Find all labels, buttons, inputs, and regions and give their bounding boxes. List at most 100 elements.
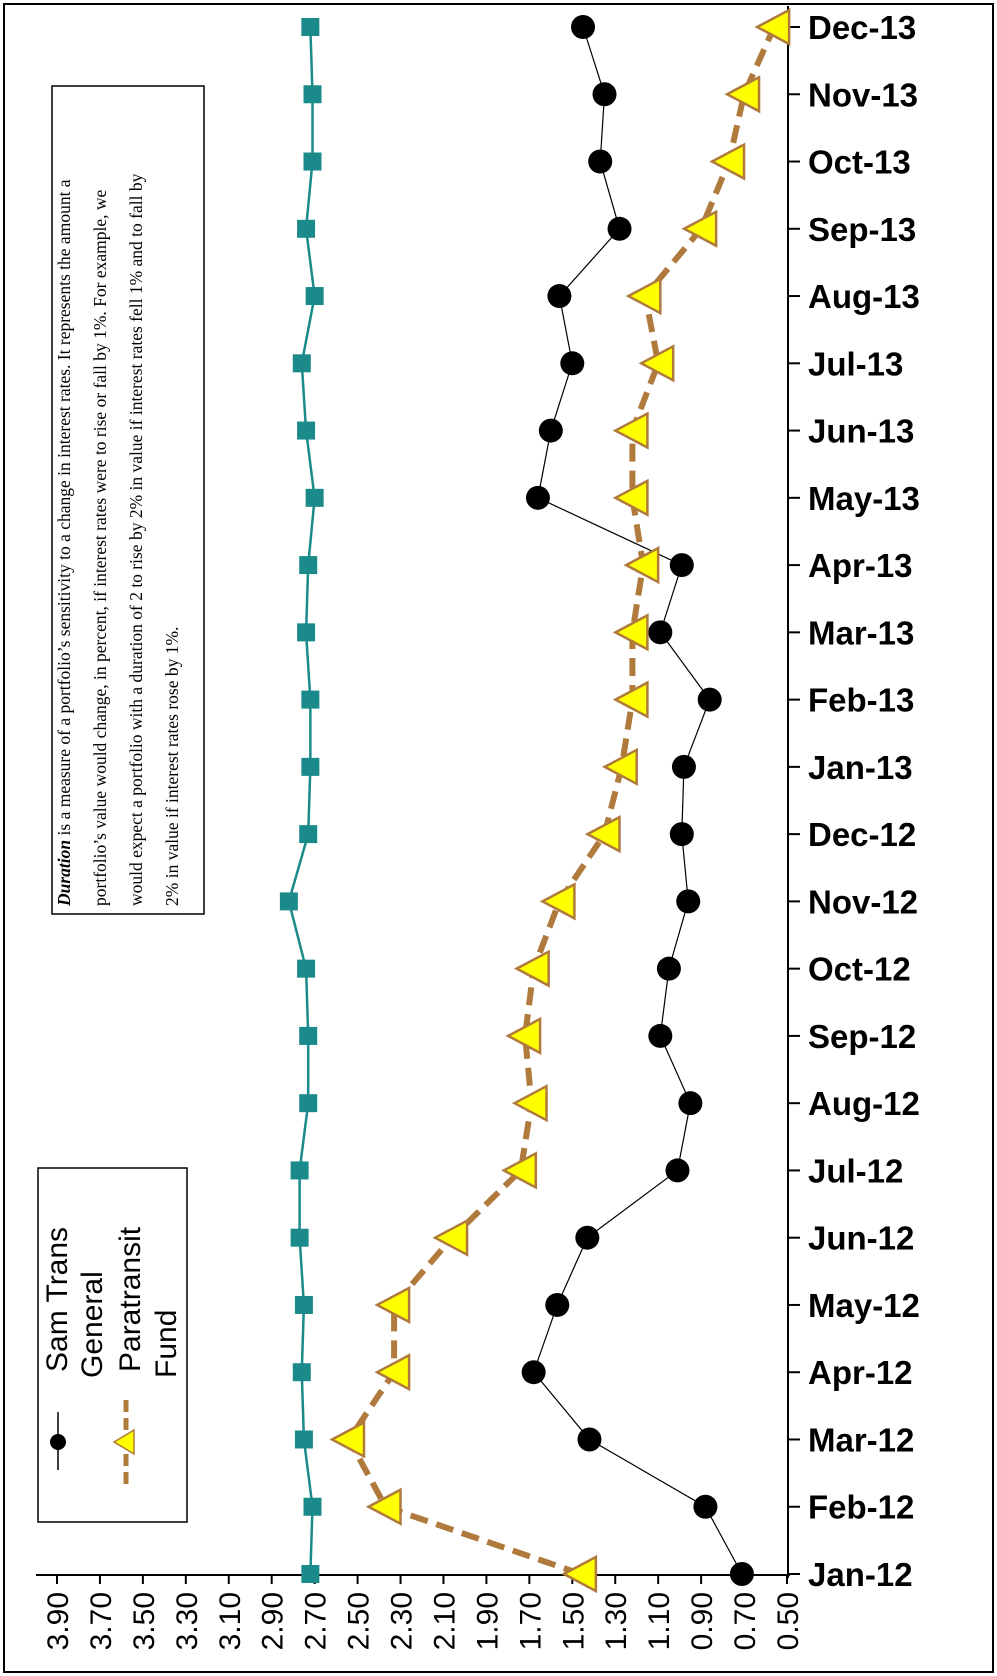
date-tick-label: Feb-12	[808, 1489, 914, 1526]
value-tick-label: 1.30	[600, 1592, 633, 1650]
legend: Sam Trans General Paratransit Fund	[38, 1168, 187, 1522]
date-tick-label: Aug-13	[808, 278, 920, 315]
date-tick-label: Sep-12	[808, 1018, 916, 1055]
value-tick-label: 3.90	[42, 1592, 75, 1650]
point-sam-trans-general	[575, 1226, 599, 1250]
date-tick-label: Mar-12	[808, 1421, 914, 1458]
value-tick-label: 0.90	[686, 1592, 719, 1650]
date-tick-label: Mar-13	[808, 614, 914, 651]
point-sam-trans-general	[526, 486, 550, 510]
value-tick-label: 0.50	[772, 1592, 805, 1650]
value-tick-label: 2.50	[343, 1592, 376, 1650]
date-tick-label: Apr-12	[808, 1354, 913, 1391]
point-sam-trans-general	[608, 217, 632, 241]
point-sam-trans-general	[672, 755, 696, 779]
date-tick-label: Nov-12	[808, 883, 918, 920]
note-body: would expect a portfolio with a duration…	[126, 173, 146, 906]
note-keyword: Duration	[54, 840, 74, 907]
point-sam-trans-general	[577, 1427, 601, 1451]
date-tick-label: May-12	[808, 1287, 920, 1324]
value-tick-label: 3.30	[171, 1592, 204, 1650]
date-tick-label: Jul-13	[808, 345, 903, 382]
legend-label: Sam Trans	[41, 1227, 74, 1372]
point-teal-square	[299, 556, 317, 574]
legend-label: Fund	[150, 1310, 183, 1378]
value-tick-label: 2.90	[257, 1592, 290, 1650]
point-sam-trans-general	[678, 1091, 702, 1115]
date-tick-label: Feb-13	[808, 682, 914, 719]
note-line: 2% in value if interest rates rose by 1%…	[162, 627, 182, 906]
note-body: portfolio’s value would change, in perce…	[90, 189, 110, 906]
point-teal-square	[293, 354, 311, 372]
point-sam-trans-general	[547, 284, 571, 308]
point-sam-trans-general	[560, 351, 584, 375]
point-sam-trans-general	[670, 822, 694, 846]
date-tick-label: Jul-12	[808, 1152, 903, 1189]
note-body: 2% in value if interest rates rose by 1%…	[162, 627, 182, 906]
point-teal-square	[297, 220, 315, 238]
point-sam-trans-general	[571, 15, 595, 39]
point-teal-square	[301, 758, 319, 776]
point-sam-trans-general	[522, 1360, 546, 1384]
point-teal-square	[304, 85, 322, 103]
point-teal-square	[306, 287, 324, 305]
legend-swatch-marker-black	[50, 1434, 66, 1450]
point-teal-square	[301, 18, 319, 36]
value-tick-label: 1.70	[514, 1592, 547, 1650]
point-teal-square	[301, 1565, 319, 1583]
point-sam-trans-general	[545, 1293, 569, 1317]
value-tick-label: 3.50	[128, 1592, 161, 1650]
point-teal-square	[295, 1296, 313, 1314]
point-teal-square	[291, 1161, 309, 1179]
point-teal-square	[297, 422, 315, 440]
point-sam-trans-general	[670, 553, 694, 577]
value-tick-label: 2.70	[300, 1592, 333, 1650]
date-tick-label: Nov-13	[808, 76, 918, 113]
note-line: would expect a portfolio with a duration…	[126, 173, 146, 906]
date-tick-label: Oct-12	[808, 951, 911, 988]
date-tick-label: Oct-13	[808, 144, 911, 181]
date-tick-label: Jan-12	[808, 1556, 913, 1593]
point-sam-trans-general	[693, 1495, 717, 1519]
point-teal-square	[293, 1363, 311, 1381]
point-teal-square	[306, 489, 324, 507]
legend-label: Paratransit	[114, 1226, 147, 1372]
value-tick-label: 3.10	[214, 1592, 247, 1650]
value-tick-label: 1.90	[471, 1592, 504, 1650]
point-sam-trans-general	[588, 150, 612, 174]
date-tick-label: Aug-12	[808, 1085, 920, 1122]
point-sam-trans-general	[676, 889, 700, 913]
point-teal-square	[304, 1498, 322, 1516]
point-teal-square	[299, 825, 317, 843]
point-teal-square	[299, 1094, 317, 1112]
date-tick-label: Sep-13	[808, 211, 916, 248]
date-tick-label: Apr-13	[808, 547, 913, 584]
date-tick-label: Jun-13	[808, 413, 914, 450]
point-teal-square	[297, 960, 315, 978]
point-teal-square	[301, 691, 319, 709]
point-sam-trans-general	[698, 688, 722, 712]
point-sam-trans-general	[666, 1158, 690, 1182]
value-tick-label: 1.50	[557, 1592, 590, 1650]
point-teal-square	[291, 1229, 309, 1247]
point-teal-square	[280, 892, 298, 910]
point-teal-square	[297, 623, 315, 641]
note-line: portfolio’s value would change, in perce…	[90, 189, 110, 906]
date-tick-label: Jun-12	[808, 1220, 914, 1257]
point-teal-square	[295, 1430, 313, 1448]
duration-note: Duration is a measure of a portfolio’s s…	[52, 86, 204, 914]
point-sam-trans-general	[730, 1562, 754, 1586]
point-teal-square	[299, 1027, 317, 1045]
note-body: is a measure of a portfolio’s sensitivit…	[54, 179, 74, 840]
value-tick-label: 0.70	[729, 1592, 762, 1650]
note-line: Duration is a measure of a portfolio’s s…	[54, 179, 74, 907]
date-tick-label: Dec-13	[808, 9, 916, 46]
legend-label: General	[76, 1271, 109, 1378]
value-tick-label: 2.10	[428, 1592, 461, 1650]
point-sam-trans-general	[657, 957, 681, 981]
value-tick-label: 3.70	[85, 1592, 118, 1650]
value-tick-label: 2.30	[386, 1592, 419, 1650]
point-sam-trans-general	[593, 82, 617, 106]
point-sam-trans-general	[539, 419, 563, 443]
